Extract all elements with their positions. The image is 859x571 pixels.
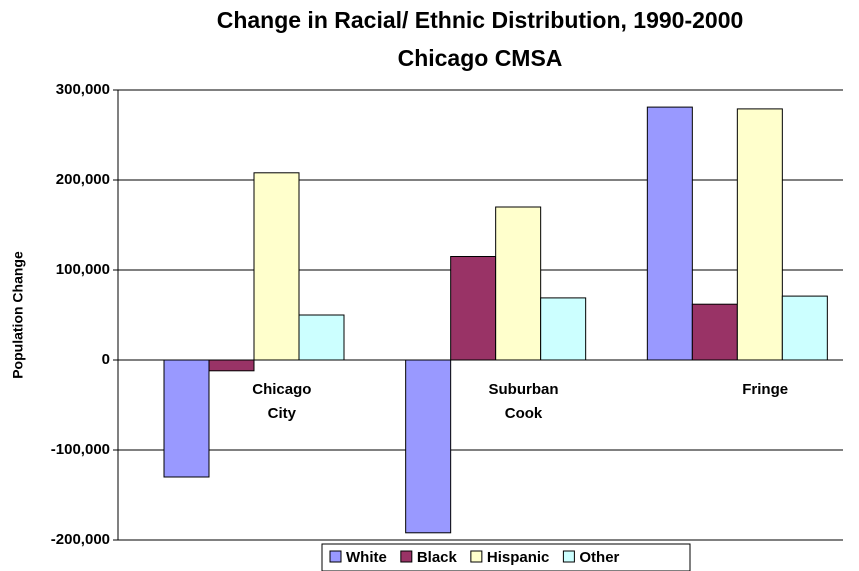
legend-swatch [562,550,575,563]
bar [646,106,693,361]
bar [298,314,345,361]
legend-label: White [346,549,387,566]
bar [208,359,255,372]
bar [540,297,587,361]
chart-title: Change in Racial/ Ethnic Distribution, 1… [217,7,744,33]
legend-swatch [400,550,413,563]
legend-label: Hispanic [487,549,550,566]
legend-box [321,543,691,571]
y-tick-label: -100,000 [51,441,110,458]
bar [781,295,828,361]
x-tick-label: Fringe [742,381,788,398]
bar [253,172,300,361]
bar [163,359,210,478]
x-tick-label: Suburban Cook [489,381,559,422]
bar [495,206,542,361]
legend-swatch [329,550,342,563]
legend-label: Black [417,549,458,566]
bar [736,108,783,361]
y-tick-label: 200,000 [56,171,110,188]
bar [405,359,452,534]
y-tick-label: 100,000 [56,261,110,278]
y-tick-label: 300,000 [56,81,110,98]
y-tick-label: 0 [102,351,110,368]
y-axis-label: Population Change [10,251,26,379]
legend-label: Other [579,549,619,566]
x-tick-label: Chicago City [252,381,311,422]
bar [450,256,497,361]
bar [691,303,738,361]
chart-subtitle: Chicago CMSA [398,45,563,71]
y-tick-label: -200,000 [51,531,110,548]
legend-swatch [470,550,483,563]
